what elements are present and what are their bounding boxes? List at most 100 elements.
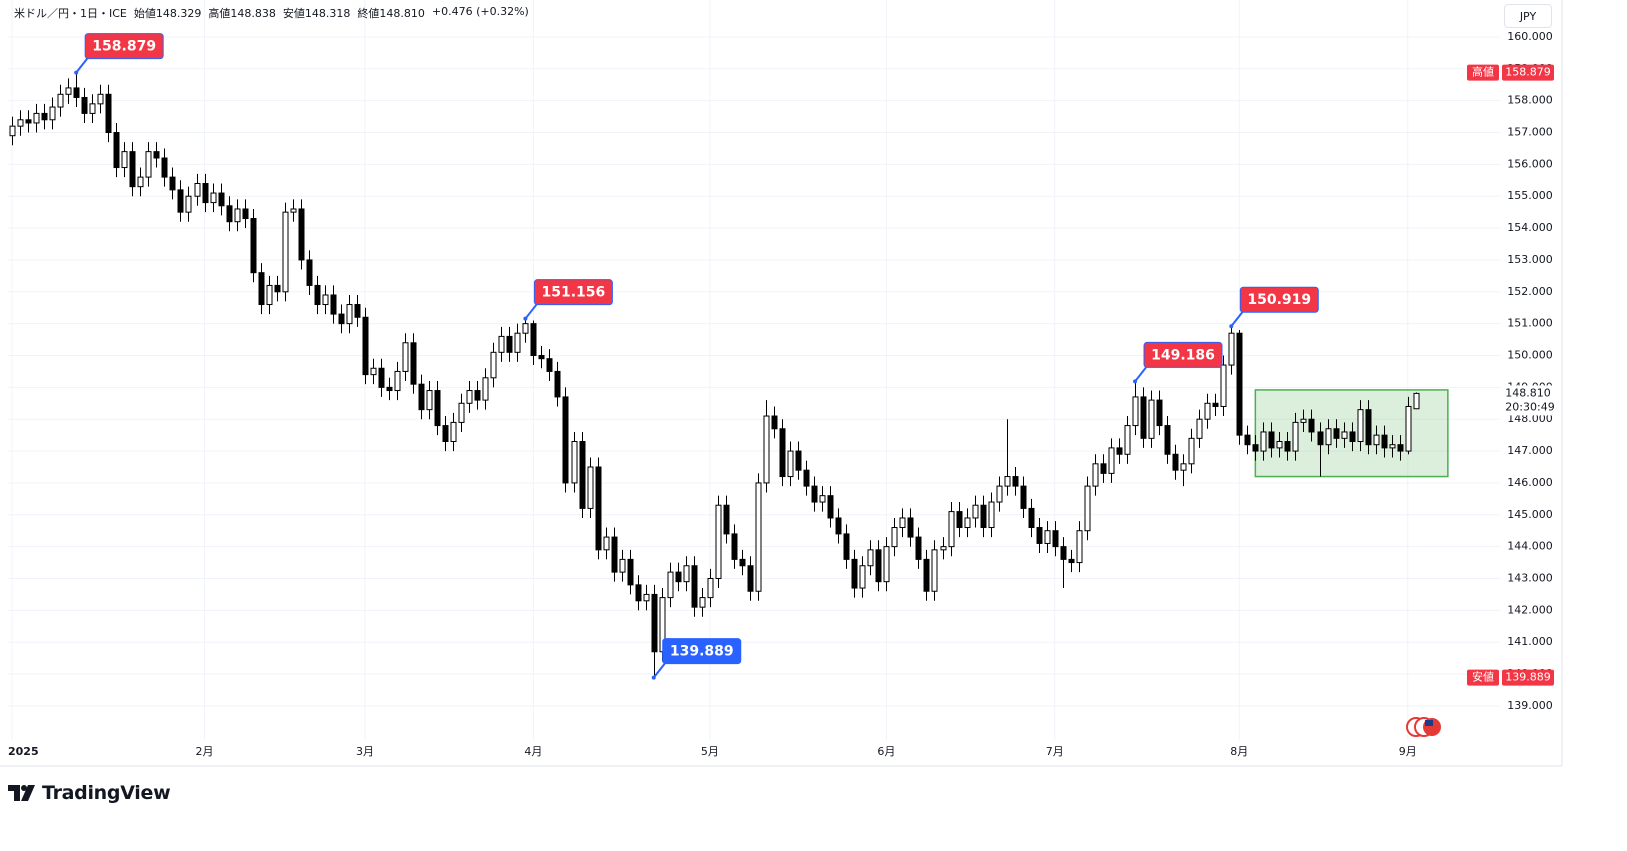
candle-body — [234, 208, 241, 223]
candle-body — [562, 396, 569, 484]
candle-body — [755, 482, 762, 592]
candle-body — [956, 511, 963, 529]
x-tick-label: 3月 — [356, 745, 374, 758]
bar-countdown: 20:30:49 — [1505, 400, 1554, 413]
candle-body — [1373, 434, 1380, 446]
candle-body — [923, 558, 930, 592]
candle-body — [940, 546, 947, 551]
candle-body — [763, 415, 770, 484]
candle-body — [731, 533, 738, 560]
candle-body — [1100, 463, 1107, 474]
candle-body — [418, 383, 425, 411]
candle-body — [635, 584, 642, 602]
callout-point — [1229, 324, 1234, 329]
currency-button[interactable]: JPY — [1504, 4, 1552, 28]
candle-body — [466, 390, 473, 404]
logo[interactable]: TradingView — [8, 782, 171, 804]
candle-body — [378, 367, 385, 388]
y-tick-label: 146.000 — [1507, 476, 1553, 489]
callout-pointer — [1230, 311, 1244, 327]
ohlc-close: 終値148.810 — [357, 7, 425, 20]
candle-body — [129, 151, 136, 188]
candle-body — [988, 501, 995, 529]
symbol-header: 米ドル／円・1日・ICE 始値148.329 高値148.838 安値148.3… — [14, 5, 529, 21]
candle-body — [290, 208, 297, 213]
candle-body — [715, 504, 722, 579]
candle-body — [354, 304, 361, 318]
y-tick-label: 148.000 — [1507, 412, 1553, 425]
candle-body — [1116, 447, 1123, 455]
candle-body — [450, 421, 457, 443]
candle-body — [972, 504, 979, 519]
y-tick-label: 147.000 — [1507, 444, 1553, 457]
candle-body — [1389, 444, 1396, 449]
last-price: 148.810 — [1505, 386, 1551, 399]
candle-body — [1164, 425, 1171, 455]
symbol: 米ドル／円・1日・ICE — [14, 7, 127, 20]
candle-body — [538, 355, 545, 360]
candle-body — [434, 390, 441, 427]
candle-body — [1196, 418, 1203, 439]
candle-body — [458, 402, 465, 423]
candle-body — [1236, 332, 1243, 436]
candle-body — [410, 342, 417, 385]
candle-body — [394, 370, 401, 392]
y-tick-label: 139.000 — [1507, 699, 1553, 712]
candle-body — [258, 272, 265, 306]
candle-body — [723, 504, 730, 535]
candle-body — [1228, 332, 1235, 366]
y-tick-label: 150.000 — [1507, 349, 1553, 362]
price-tag-box — [1502, 669, 1554, 686]
overlay-layer: 158.879 151.156 149.186 150.919 139.889 高値 158… — [74, 33, 1560, 686]
price-tag-value: 158.879 — [1505, 66, 1551, 79]
callout-pointer — [1134, 366, 1147, 383]
candle-body — [1148, 399, 1155, 439]
callout-box — [533, 279, 613, 306]
candle-body — [964, 517, 971, 529]
candle-body — [1156, 399, 1163, 427]
callout-pointer — [652, 662, 666, 679]
candle-body — [1365, 409, 1372, 446]
candle-body — [948, 511, 955, 548]
candle-body — [787, 450, 794, 478]
candle-body — [699, 597, 706, 608]
candle-body — [899, 517, 906, 529]
candle-body — [41, 112, 48, 121]
y-tick-label: 143.000 — [1507, 571, 1553, 584]
candle-body — [1108, 447, 1115, 474]
candle-body — [282, 211, 289, 293]
y-tick-label: 141.000 — [1507, 635, 1553, 648]
candle-body — [1132, 396, 1139, 427]
y-tick-label: 158.000 — [1507, 94, 1553, 107]
candle-body — [1052, 530, 1059, 548]
candle-body — [346, 304, 353, 325]
candle-body — [498, 335, 505, 353]
candle-body — [1341, 431, 1348, 439]
candle-body — [1204, 402, 1211, 420]
callout-box — [1239, 286, 1319, 313]
candle-body — [1012, 476, 1019, 487]
candle-body — [274, 284, 281, 293]
candle-body — [298, 208, 305, 261]
candle-body — [1188, 437, 1195, 465]
candle-body — [1172, 453, 1179, 471]
candle-body — [153, 151, 160, 159]
candle-body — [370, 367, 377, 376]
candle-body — [250, 218, 257, 274]
candle-body — [25, 119, 32, 124]
candle-body — [827, 495, 834, 519]
candle-body — [57, 93, 64, 108]
candle-body — [811, 485, 818, 503]
callout-label: 149.186 — [1151, 347, 1215, 363]
x-tick-label: 2025 — [8, 745, 39, 758]
callout-box — [84, 33, 164, 60]
candle-body — [137, 176, 144, 188]
candle-body — [579, 441, 586, 509]
last-price-box — [1502, 385, 1560, 416]
candle-body — [1220, 364, 1227, 407]
candle-body — [915, 536, 922, 560]
x-tick-label: 2月 — [196, 745, 214, 758]
price-tag-value: 139.889 — [1505, 671, 1551, 684]
